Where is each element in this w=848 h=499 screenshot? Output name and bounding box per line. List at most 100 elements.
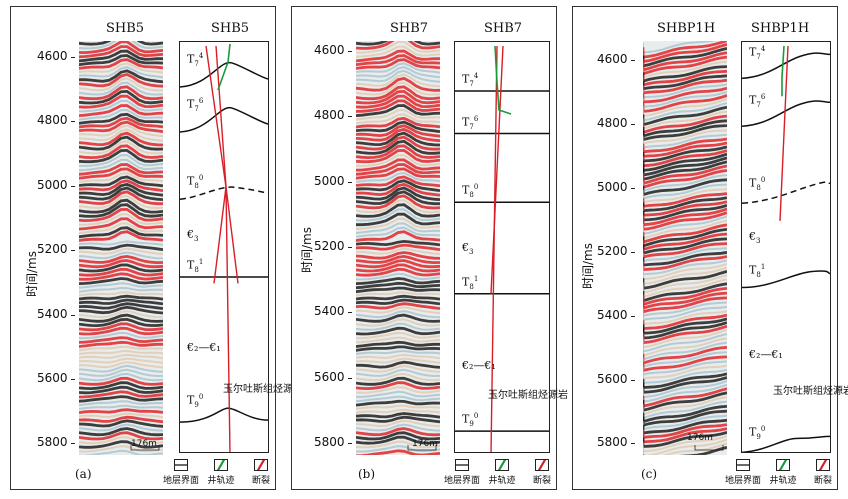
- seismic-reflector: [79, 131, 163, 147]
- y-tick-mark: [631, 443, 635, 445]
- seismic-image: [356, 41, 440, 455]
- seismic-reflector: [643, 41, 717, 54]
- horizon-line: [742, 435, 830, 452]
- y-tick-label: 5800: [37, 435, 68, 450]
- horizon-line: [180, 106, 268, 133]
- seismic-reflector: [643, 368, 727, 384]
- fault-line: [225, 186, 239, 284]
- horizon-label: €₂—€₁: [749, 347, 783, 361]
- seismic-reflector: [643, 360, 727, 376]
- seismic-reflector: [356, 41, 440, 46]
- horizon-line: [742, 270, 830, 289]
- y-tick-mark: [71, 314, 75, 316]
- seismic-reflector: [643, 223, 727, 244]
- seismic-reflector: [79, 291, 163, 297]
- seismic-reflector: [79, 345, 163, 352]
- seismic-reflector: [643, 60, 727, 79]
- seismic-reflector: [356, 99, 440, 113]
- seismic-reflector: [79, 163, 163, 176]
- seismic-reflector: [356, 254, 440, 265]
- seismic-reflector: [79, 112, 163, 125]
- y-tick-mark: [631, 315, 635, 317]
- seismic-reflector: [79, 198, 163, 214]
- seismic-reflector: [356, 66, 440, 79]
- seismic-reflector: [643, 423, 727, 439]
- seismic-reflector: [643, 94, 727, 113]
- seismic-reflector: [79, 186, 163, 201]
- y-tick-mark: [631, 251, 635, 253]
- seismic-reflector: [356, 449, 440, 455]
- seismic-reflector: [356, 135, 440, 151]
- seismic-reflector: [79, 313, 163, 323]
- seismic-reflector: [79, 440, 163, 449]
- seismic-reflector: [79, 305, 163, 315]
- seismic-reflector: [643, 211, 727, 231]
- fault-line: [205, 45, 227, 187]
- seismic-reflector: [79, 254, 163, 265]
- seismic-reflector: [356, 69, 440, 83]
- seismic-reflector: [79, 357, 163, 364]
- seismic-reflector: [356, 116, 440, 129]
- seismic-reflector: [643, 55, 727, 76]
- seismic-reflector: [643, 427, 727, 444]
- horizon-label: T76: [749, 93, 766, 110]
- seismic-reflector: [356, 120, 440, 133]
- legend-label: 地层界面: [443, 476, 480, 486]
- seismic-reflector: [356, 427, 440, 437]
- seismic-reflector: [643, 446, 727, 455]
- seismic-reflector: [79, 415, 163, 424]
- seismic-reflector: [356, 203, 440, 218]
- seismic-reflector: [79, 154, 163, 168]
- seismic-reflector: [79, 353, 163, 360]
- seismic-reflector: [356, 440, 440, 449]
- interp-title: SHBP1H: [751, 21, 810, 36]
- seismic-reflector: [356, 163, 440, 176]
- seismic-reflector: [643, 129, 727, 145]
- seismic-reflector: [643, 78, 727, 95]
- seismic-reflector: [356, 89, 440, 105]
- seismic-reflector: [79, 66, 163, 79]
- seismic-reflector: [643, 188, 727, 204]
- seismic-reflector: [356, 404, 440, 410]
- seismic-reflector: [643, 270, 727, 290]
- seismic-reflector: [79, 302, 163, 310]
- y-tick-label: 5400: [314, 304, 345, 319]
- seismic-reflector: [356, 322, 440, 331]
- horizon-label: €3: [187, 228, 199, 244]
- seismic-reflector: [356, 247, 440, 256]
- horizon-label: T80: [462, 183, 479, 200]
- seismic-reflector: [356, 408, 440, 414]
- legend-swatch: [736, 459, 750, 471]
- seismic-reflector: [356, 360, 440, 369]
- seismic-reflector: [643, 274, 727, 294]
- seismic-reflector: [79, 207, 163, 223]
- seismic-reflector: [643, 438, 727, 455]
- y-tick-label: 5600: [314, 369, 345, 384]
- well-track: [494, 45, 512, 115]
- legend-item-well: 井轨迹: [763, 459, 803, 486]
- seismic-reflector: [356, 190, 440, 206]
- seismic-reflector: [356, 364, 440, 373]
- seismic-reflector: [356, 158, 440, 172]
- seismic-reflector: [643, 98, 727, 118]
- seismic-reflector: [356, 104, 440, 118]
- seismic-reflector: [79, 167, 163, 180]
- seismic-reflector: [643, 409, 727, 427]
- y-tick-label: 4600: [37, 49, 68, 64]
- seismic-reflector: [79, 427, 163, 437]
- seismic-reflector: [79, 194, 163, 210]
- y-tick-label: 5000: [37, 177, 68, 192]
- seismic-reflector: [356, 226, 440, 238]
- seismic-reflector: [79, 94, 163, 109]
- seismic-reflector: [79, 263, 163, 273]
- seismic-reflector: [643, 119, 727, 138]
- seismic-reflector: [643, 192, 727, 208]
- seismic-reflector: [643, 152, 727, 172]
- seismic-reflector: [356, 310, 440, 319]
- seismic-reflector: [356, 263, 440, 273]
- panel-label: (c): [641, 467, 658, 481]
- seismic-section: [356, 41, 440, 455]
- seismic-reflector: [356, 144, 440, 160]
- seismic-reflector: [643, 414, 727, 431]
- seismic-reflector: [79, 171, 163, 183]
